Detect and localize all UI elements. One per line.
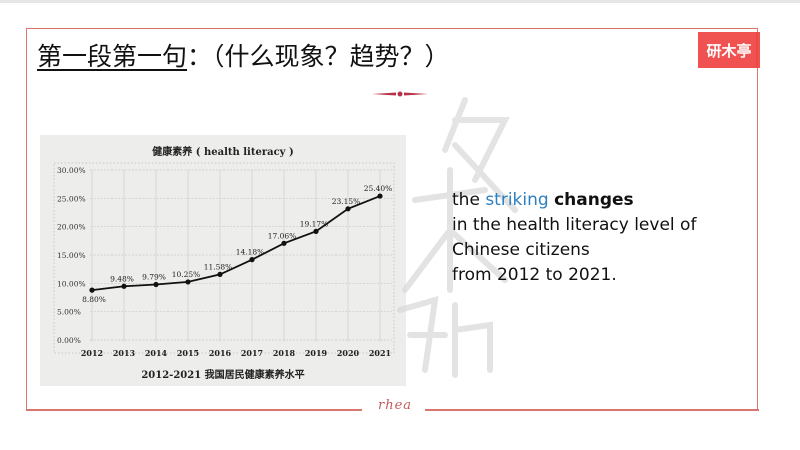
x-tick-label: 2013	[113, 348, 136, 358]
frame-bottom-left-line	[26, 409, 362, 411]
data-point	[217, 271, 223, 277]
chart-title: 健康素养 ( health literacy )	[152, 145, 293, 158]
description-line-1: the striking changes	[452, 188, 696, 213]
data-label: 11.58%	[204, 262, 233, 271]
x-tick-label: 2017	[241, 348, 263, 358]
y-tick-label: 5.00%	[57, 308, 81, 317]
title-underlined: 第一段第一句	[37, 42, 188, 71]
slide-frame	[26, 28, 758, 410]
slide-title: 第一段第一句：（什么现象？趋势？）	[37, 37, 450, 73]
signature: rhea	[377, 398, 413, 413]
data-point	[185, 279, 191, 285]
data-label: 19.17%	[300, 219, 329, 228]
text-the: the	[452, 190, 486, 210]
data-point	[249, 257, 255, 263]
data-label: 9.48%	[110, 274, 134, 283]
data-point	[89, 287, 95, 293]
top-bar	[0, 0, 800, 3]
bold-changes: changes	[554, 190, 634, 210]
logo-frame-line	[756, 32, 758, 68]
x-tick-label: 2012	[81, 348, 103, 358]
x-tick-label: 2020	[337, 348, 360, 358]
title-question: ：（什么现象？趋势？）	[187, 42, 450, 71]
data-label: 17.06%	[268, 231, 297, 240]
data-point	[281, 240, 287, 246]
y-tick-label: 15.00%	[57, 251, 86, 260]
x-tick-label: 2018	[273, 348, 296, 358]
divider-ornament-icon	[372, 91, 428, 97]
x-tick-label: 2014	[145, 348, 168, 358]
logo-text: 研木亭	[706, 41, 752, 60]
highlight-striking: striking	[485, 190, 549, 210]
data-label: 23.15%	[332, 197, 361, 206]
y-tick-label: 30.00%	[57, 166, 86, 175]
y-tick-label: 0.00%	[57, 336, 81, 345]
description-line-3: Chinese citizens	[452, 240, 590, 260]
data-point	[377, 193, 383, 199]
data-point	[121, 283, 127, 289]
data-point	[313, 228, 319, 234]
x-tick-label: 2015	[177, 348, 199, 358]
data-label: 10.25%	[172, 270, 201, 279]
data-label: 14.18%	[236, 248, 265, 257]
x-tick-label: 2016	[209, 348, 232, 358]
chart-svg: 健康素养 ( health literacy ) 0.00% 5.00% 10.00%…	[53, 145, 395, 381]
data-point	[345, 206, 351, 212]
data-label: 8.80%	[82, 295, 106, 304]
description-line-2: in the health literacy level of	[452, 215, 697, 235]
frame-bottom-right-line	[425, 409, 759, 411]
description-line-4: from 2012 to 2021.	[452, 265, 617, 285]
data-line	[91, 195, 381, 292]
brand-logo: 研木亭	[698, 32, 760, 68]
data-point	[153, 281, 159, 288]
description-text: the striking changes in the health liter…	[452, 188, 696, 288]
x-tick-label: 2021	[369, 348, 391, 358]
data-label: 25.40%	[364, 184, 393, 193]
x-tick-label: 2019	[305, 348, 328, 358]
y-tick-label: 10.00%	[57, 279, 86, 288]
line-chart: 健康素养 ( health literacy ) 0.00% 5.00% 10.00%…	[40, 135, 406, 386]
y-tick-label: 20.00%	[57, 223, 86, 232]
data-label: 9.79%	[142, 273, 166, 282]
y-tick-label: 25.00%	[57, 194, 86, 203]
chart-caption: 2012-2021 我国居民健康素养水平	[141, 368, 304, 381]
